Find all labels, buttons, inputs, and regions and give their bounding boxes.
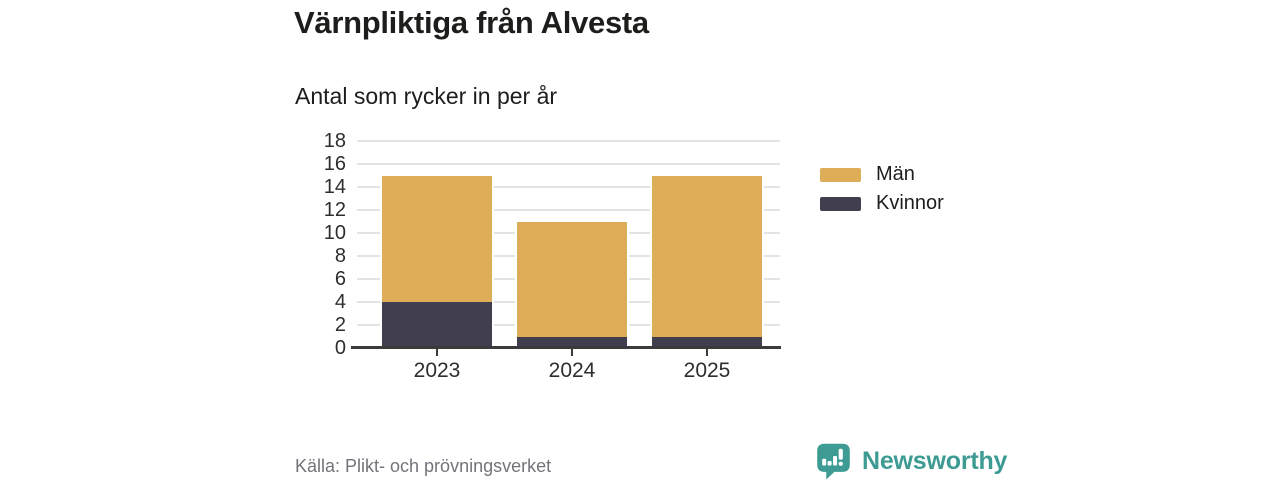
- chart-title: Värnpliktiga från Alvesta: [294, 5, 649, 40]
- gridline-16: [357, 163, 780, 165]
- newsworthy-wordmark: Newsworthy: [862, 446, 1008, 475]
- y-axis-labels: 0 2 4 6 8 10 12 14 16 18: [296, 130, 346, 359]
- x-axis-line: [351, 346, 781, 349]
- source-text: Källa: Plikt- och prövningsverket: [295, 456, 552, 476]
- gridline-12: [357, 209, 780, 211]
- gridline-14: [357, 186, 780, 188]
- bar-2024-män: [515, 221, 629, 337]
- x-axis-tick-2025: [706, 349, 708, 356]
- y-axis-tick-label-10: 10: [323, 222, 346, 244]
- chart-legend: Män Kvinnor: [820, 160, 944, 218]
- x-axis-tick-2024: [571, 349, 573, 356]
- legend-swatch-man: [820, 167, 861, 182]
- y-axis-tick-label-18: 18: [323, 130, 346, 152]
- bar-2023-kvinnor: [380, 302, 494, 348]
- legend-item-kvinnor: Kvinnor: [820, 189, 944, 218]
- legend-swatch-kvinnor: [820, 196, 861, 211]
- x-axis-label-2023: 2023: [413, 359, 461, 382]
- x-axis-label-2025: 2025: [683, 359, 731, 382]
- bar-2025-kvinnor: [650, 336, 764, 348]
- newsworthy-bubble-chart-icon: [817, 443, 850, 480]
- y-axis-tick-label-2: 2: [334, 314, 346, 336]
- gridline-18: [357, 140, 780, 142]
- bar-2024-kvinnor: [515, 336, 629, 348]
- plot-area: [357, 140, 780, 348]
- bar-2023-män: [380, 175, 494, 302]
- y-axis-tick-label-4: 4: [334, 291, 346, 313]
- y-axis-tick-label-16: 16: [323, 153, 346, 175]
- y-axis-tick-label-14: 14: [323, 176, 346, 198]
- legend-label-man: Män: [876, 163, 915, 185]
- legend-item-man: Män: [820, 160, 944, 189]
- x-axis-label-2024: 2024: [548, 359, 596, 382]
- legend-label-kvinnor: Kvinnor: [876, 192, 944, 214]
- y-axis-tick-label-0: 0: [334, 337, 346, 359]
- newsworthy-logo: Newsworthy: [814, 442, 1007, 480]
- chart-subtitle: Antal som rycker in per år: [295, 83, 558, 109]
- y-axis-tick-label-12: 12: [323, 199, 346, 221]
- x-axis-tick-2023: [436, 349, 438, 356]
- y-axis-tick-label-8: 8: [334, 245, 346, 267]
- bar-2025-män: [650, 175, 764, 337]
- y-axis-tick-label-6: 6: [334, 268, 346, 290]
